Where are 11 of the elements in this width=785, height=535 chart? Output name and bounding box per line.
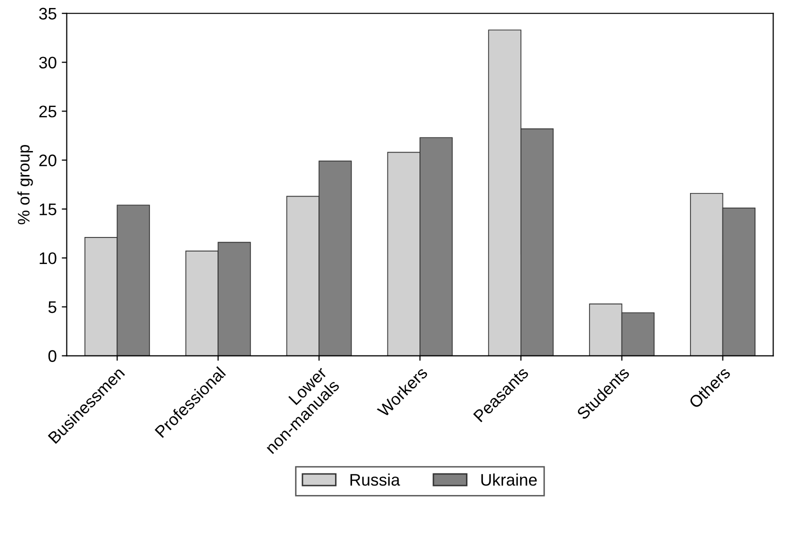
y-tick-label: 0 xyxy=(48,350,56,362)
legend-label: Russia xyxy=(350,473,400,486)
y-tick-label: 35 xyxy=(39,8,56,20)
y-tick-label: 25 xyxy=(39,106,56,118)
y-tick-label: 5 xyxy=(48,301,56,314)
y-tick-label: 20 xyxy=(39,154,56,166)
y-tick-label: 30 xyxy=(39,56,56,68)
y-tick-label: 10 xyxy=(40,252,56,264)
y-axis-title: % of group xyxy=(17,144,33,224)
legend-label: Ukraine xyxy=(481,473,537,486)
y-tick-label: 15 xyxy=(40,204,56,216)
